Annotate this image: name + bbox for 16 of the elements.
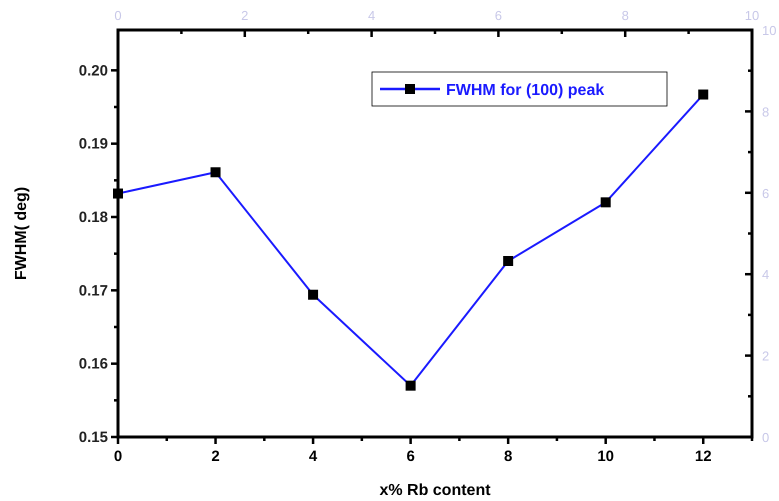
x-tick-label: 2 [211,448,220,465]
y-tick-label: 0.17 [78,282,108,300]
x-tick-label: 6 [406,448,415,465]
legend-label: FWHM for (100) peak [446,82,604,99]
x-axis-title: x% Rb content [379,482,492,499]
y-tick-label: 0.20 [78,62,108,80]
y-tick-label: 0.19 [78,136,108,153]
y-tick-label: 0.16 [78,356,108,373]
x-tick-label: 10 [597,448,614,465]
y-tick-label: 0.15 [78,429,108,446]
x-tick-label: 4 [308,448,318,465]
x-tick-label: 12 [694,448,712,465]
y-tick-label: 0.18 [78,209,108,226]
x-tick-label: 0 [114,448,122,465]
y-axis-title: FWHM( deg) [13,186,30,280]
x-tick-label: 8 [504,448,512,465]
